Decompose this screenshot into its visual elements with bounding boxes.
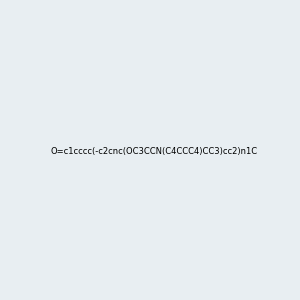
- Text: O=c1cccc(-c2cnc(OC3CCN(C4CCC4)CC3)cc2)n1C: O=c1cccc(-c2cnc(OC3CCN(C4CCC4)CC3)cc2)n1…: [50, 147, 257, 156]
